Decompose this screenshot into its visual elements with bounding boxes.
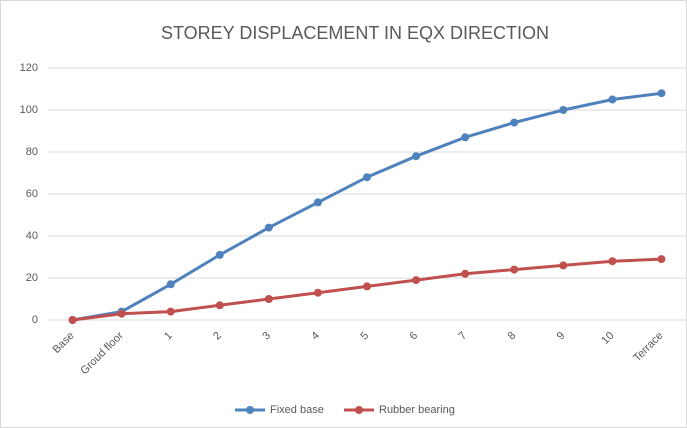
data-point [608,257,617,266]
y-tick-label: 40 [26,230,38,242]
chart-title: STOREY DISPLACEMENT IN EQX DIRECTION [161,23,549,43]
y-tick-label: 60 [26,188,38,200]
data-point [166,280,175,289]
data-point [264,223,273,232]
y-tick-label: 20 [26,272,38,284]
y-tick-label: 100 [20,104,38,116]
data-point [166,307,175,316]
data-point [510,265,519,274]
legend-marker [355,406,363,414]
legend-label: Fixed base [270,404,324,416]
data-point [117,309,126,318]
data-point [412,152,421,161]
legend-label: Rubber bearing [379,404,455,416]
y-tick-label: 0 [32,314,38,326]
data-point [657,89,666,98]
data-point [461,269,470,278]
data-point [68,316,77,324]
data-point [215,250,224,259]
data-point [363,173,371,182]
data-point [608,95,617,104]
data-point [559,261,568,270]
data-point [264,295,273,303]
data-point [363,282,371,291]
data-point [412,276,421,285]
data-point [215,301,224,310]
y-tick-label: 80 [26,146,38,158]
data-point [657,255,666,264]
data-point [559,106,568,114]
legend-marker [246,406,254,414]
data-point [313,288,322,297]
data-point [313,198,322,207]
data-point [510,118,519,127]
y-tick-label: 120 [20,62,38,74]
data-point [461,133,470,142]
